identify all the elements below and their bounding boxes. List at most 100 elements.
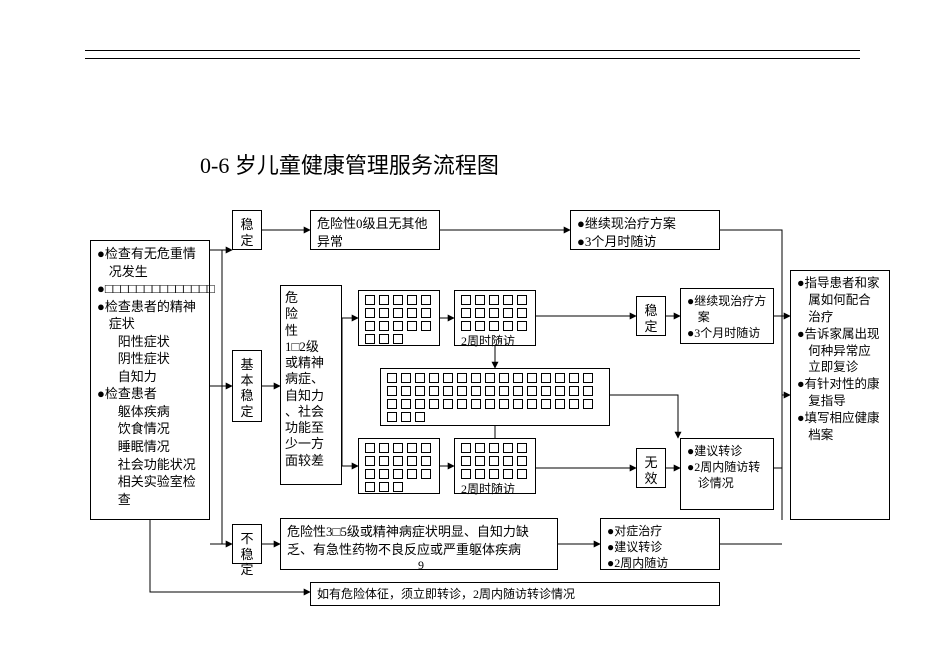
grid-cell bbox=[401, 386, 411, 396]
grid-cell bbox=[517, 295, 527, 305]
grid-cell bbox=[365, 334, 375, 344]
grid-cell bbox=[517, 456, 527, 466]
grid-cell bbox=[461, 443, 471, 453]
grid-cell bbox=[379, 334, 389, 344]
grid-cell bbox=[583, 373, 593, 383]
grid-cell bbox=[513, 399, 523, 409]
grid-cell bbox=[555, 386, 565, 396]
grid-cell bbox=[415, 412, 425, 422]
grid-cell bbox=[387, 386, 397, 396]
grid-cell bbox=[393, 482, 403, 492]
box-continue-2: ●继续现治疗方案●3个月时随访 bbox=[680, 288, 774, 344]
grid-cell bbox=[541, 373, 551, 383]
grid-cell bbox=[471, 373, 481, 383]
grid-cell bbox=[475, 308, 485, 318]
grid-cell bbox=[407, 321, 417, 331]
grid-cells-center bbox=[387, 373, 603, 422]
grid-cell bbox=[513, 386, 523, 396]
grid-cells-d bbox=[461, 443, 529, 479]
grid-cell bbox=[365, 443, 375, 453]
grid-cell bbox=[461, 308, 471, 318]
grid-cell bbox=[415, 386, 425, 396]
caption-2w-a: 2周时随访 bbox=[461, 333, 529, 349]
grid-cell bbox=[407, 308, 417, 318]
grid-cell bbox=[517, 469, 527, 479]
grid-box-center bbox=[380, 368, 610, 426]
grid-cell bbox=[415, 373, 425, 383]
grid-cell bbox=[379, 456, 389, 466]
grid-cell bbox=[503, 456, 513, 466]
grid-cell bbox=[461, 321, 471, 331]
grid-cell bbox=[393, 443, 403, 453]
grid-cells-a bbox=[365, 295, 433, 344]
grid-cell bbox=[393, 334, 403, 344]
grid-cell bbox=[583, 386, 593, 396]
grid-cell bbox=[387, 373, 397, 383]
grid-cell bbox=[499, 373, 509, 383]
grid-cell bbox=[407, 295, 417, 305]
grid-cell bbox=[421, 321, 431, 331]
grid-cell bbox=[429, 399, 439, 409]
grid-cell bbox=[379, 321, 389, 331]
page-number: 9 bbox=[418, 558, 424, 573]
rule-top-2 bbox=[85, 58, 860, 59]
grid-cell bbox=[489, 321, 499, 331]
grid-cell bbox=[401, 373, 411, 383]
grid-cell bbox=[443, 386, 453, 396]
grid-cell bbox=[503, 443, 513, 453]
grid-cell bbox=[379, 443, 389, 453]
grid-cell bbox=[569, 373, 579, 383]
grid-cell bbox=[485, 373, 495, 383]
grid-cell bbox=[499, 386, 509, 396]
grid-cell bbox=[443, 373, 453, 383]
box-check-items: ●检查有无危重情况发生●□□□□□□□□□□□□□□●检查患者的精神症状阳性症状… bbox=[90, 240, 210, 520]
grid-cell bbox=[471, 386, 481, 396]
grid-cells-c bbox=[461, 295, 529, 331]
grid-cell bbox=[555, 373, 565, 383]
grid-cell bbox=[401, 399, 411, 409]
box-guidance: ●指导患者和家属如何配合治疗●告诉家属出现何种异常应立即复诊●有针对性的康复指导… bbox=[790, 270, 890, 520]
grid-cell bbox=[421, 456, 431, 466]
grid-cell bbox=[421, 443, 431, 453]
grid-cell bbox=[583, 399, 593, 409]
grid-cell bbox=[393, 469, 403, 479]
grid-cell bbox=[387, 399, 397, 409]
grid-cell bbox=[517, 308, 527, 318]
grid-cell bbox=[485, 386, 495, 396]
box-risk-1-2: 危险性1□2级或精神病症、自知力、社会功能至少一方面较差 bbox=[280, 285, 342, 485]
grid-cell bbox=[461, 469, 471, 479]
grid-box-d: 2周时随访 bbox=[454, 438, 536, 494]
grid-cell bbox=[503, 295, 513, 305]
grid-cell bbox=[393, 456, 403, 466]
grid-cell bbox=[489, 308, 499, 318]
box-basic-stable: 基本稳定 bbox=[232, 350, 262, 422]
grid-cell bbox=[489, 469, 499, 479]
grid-cell bbox=[461, 295, 471, 305]
grid-cell bbox=[365, 321, 375, 331]
grid-cell bbox=[407, 443, 417, 453]
rule-top-1 bbox=[85, 50, 860, 51]
grid-cell bbox=[475, 469, 485, 479]
grid-cell bbox=[475, 443, 485, 453]
grid-cell bbox=[393, 295, 403, 305]
grid-cell bbox=[379, 308, 389, 318]
grid-cell bbox=[365, 482, 375, 492]
grid-cell bbox=[421, 308, 431, 318]
grid-cell bbox=[503, 308, 513, 318]
grid-cell bbox=[429, 386, 439, 396]
box-ineffective: 无效 bbox=[636, 448, 666, 488]
grid-cell bbox=[429, 373, 439, 383]
box-bottom-note: 如有危险体征，须立即转诊，2周内随访转诊情况 bbox=[310, 582, 720, 606]
grid-cell bbox=[387, 412, 397, 422]
grid-cell bbox=[555, 399, 565, 409]
caption-2w-b: 2周时随访 bbox=[461, 481, 529, 497]
grid-cell bbox=[443, 399, 453, 409]
grid-cells-b bbox=[365, 443, 433, 492]
grid-cell bbox=[517, 443, 527, 453]
page: 0-6 岁儿童健康管理服务流程图 ●检查有无危重情况发生●□□□□□□□□□□□… bbox=[0, 0, 945, 669]
grid-cell bbox=[401, 412, 411, 422]
grid-cell bbox=[569, 399, 579, 409]
grid-cell bbox=[365, 469, 375, 479]
grid-cell bbox=[421, 295, 431, 305]
grid-cell bbox=[499, 399, 509, 409]
